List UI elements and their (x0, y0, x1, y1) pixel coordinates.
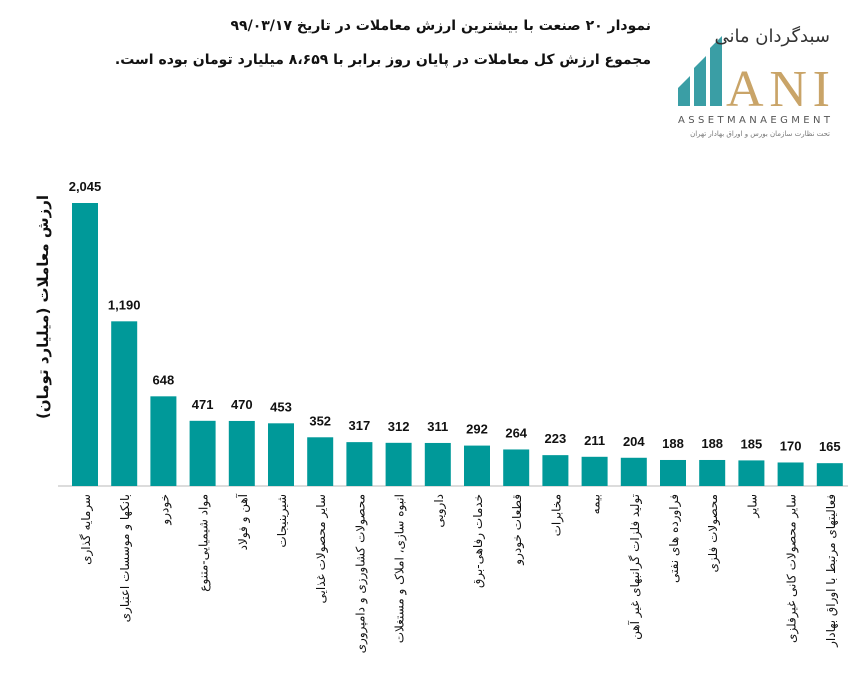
bar (189, 420, 216, 486)
logo-letters: ANI (726, 61, 830, 118)
x-tick-label: محصولات فلزی (706, 494, 721, 572)
x-tick-label: دارویی (432, 494, 447, 528)
x-tick-label: فعالیتهای مرتبط با اوراق بهادار (824, 494, 839, 648)
logo-bars-icon (678, 36, 722, 106)
bar (620, 457, 647, 486)
x-tick-label: سایر محصولات کانی غیرفلزی (785, 494, 800, 643)
data-label: 211 (584, 433, 605, 448)
x-tick-label: خدمات رفاهی-برق (471, 494, 486, 588)
data-label: 453 (270, 399, 292, 414)
bar (816, 463, 843, 486)
data-label: 292 (466, 422, 488, 437)
x-tick-label: بانکها و موسسات اعتباری (118, 494, 133, 622)
x-tick-label: فراورده های نفتی (667, 494, 682, 583)
bar (385, 442, 412, 486)
x-tick-label: خودرو (157, 494, 172, 526)
data-label: 223 (545, 431, 567, 446)
bar (660, 459, 686, 486)
data-label: 648 (153, 372, 175, 387)
data-label: 204 (623, 434, 645, 449)
x-tick-label: مواد شیمیایی-متنوع (197, 494, 212, 592)
bar (542, 455, 569, 486)
bar (464, 445, 490, 486)
data-label: 188 (701, 436, 723, 451)
x-tick-label: مخابرات (549, 494, 564, 536)
data-label: 471 (192, 397, 214, 412)
bar (346, 442, 373, 486)
bar (424, 442, 451, 486)
x-tick-label: سایر (745, 494, 760, 519)
data-label: 188 (662, 436, 684, 451)
x-tick-label: بیمه (589, 494, 603, 514)
logo-name-fa: سبدگردان مانی (714, 25, 830, 47)
data-label: 470 (231, 397, 253, 412)
x-tick-label: سرمایه گذاری (79, 494, 94, 565)
x-tick-label: تولید فلزات گرانبهای غیر آهن (627, 494, 643, 640)
x-tick-label: قطعات خودرو (510, 494, 525, 566)
bar (503, 449, 530, 486)
bar (268, 423, 294, 486)
data-label: 264 (505, 425, 527, 440)
data-label: 1,190 (108, 297, 141, 312)
logo-tagline-en: ASSETMANAEGMENT (678, 115, 831, 126)
x-tick-label: شیرینیجات (275, 494, 290, 548)
data-label: 312 (388, 419, 410, 434)
data-label: 311 (427, 419, 448, 434)
x-tick-label: محصولات کشاورزی و دامپروری (353, 494, 368, 653)
bar (72, 203, 98, 486)
chart-title-line2: مجموع ارزش کل معاملات در پایان روز برابر… (114, 52, 651, 68)
bar (777, 462, 804, 486)
bar (111, 321, 138, 486)
company-logo: سبدگردان مانی ANI ASSETMANAEGMENT تحت نظ… (678, 25, 831, 138)
bar (738, 460, 765, 486)
data-label: 165 (819, 439, 841, 454)
bar (699, 459, 726, 486)
data-label: 352 (309, 413, 331, 428)
data-label: 2,045 (69, 179, 102, 194)
bar (581, 456, 608, 486)
bar (150, 396, 177, 486)
data-label: 170 (780, 438, 802, 453)
data-label: 185 (741, 436, 763, 451)
y-axis-label: ارزش معاملات (میلیارد تومان) (34, 195, 52, 419)
x-tick-label: آهن و فولاد (235, 493, 251, 550)
bar (228, 420, 255, 486)
chart-title-line1: نمودار ۲۰ صنعت با بیشترین ارزش معاملات د… (230, 18, 652, 34)
x-tick-label: سایر محصولات غذایی (314, 494, 329, 603)
bar (307, 437, 334, 486)
logo-tagline-fa: تحت نظارت سازمان بورس و اوراق بهادار تهر… (690, 130, 830, 138)
x-tick-label: انبوه سازی، املاک و مستغلات (393, 494, 408, 643)
data-label: 317 (349, 418, 371, 433)
